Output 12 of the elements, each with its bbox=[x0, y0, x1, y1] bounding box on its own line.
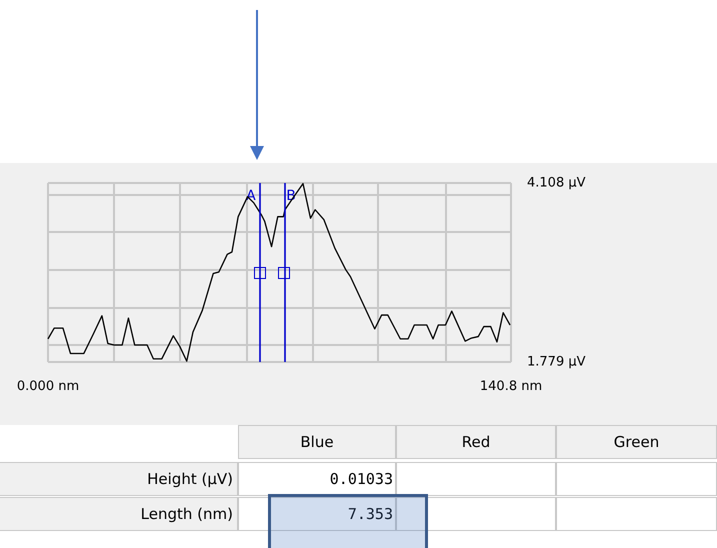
x-tick-label: 0.000 nm bbox=[16, 379, 80, 394]
text: Red bbox=[396, 425, 556, 459]
text: Length (nm) bbox=[0, 497, 238, 531]
y-tick-label: 1.779 µV bbox=[527, 354, 586, 370]
text: 7.353 bbox=[238, 497, 396, 531]
y-tick-label: 4.108 µV bbox=[527, 176, 586, 190]
line-series bbox=[47, 182, 511, 362]
text: Height (µV) bbox=[0, 462, 238, 496]
text: Blue bbox=[238, 425, 396, 459]
x-tick-label: 140.8 nm bbox=[480, 379, 542, 394]
text: 0.01033 bbox=[238, 462, 396, 496]
text: Green bbox=[556, 425, 717, 459]
